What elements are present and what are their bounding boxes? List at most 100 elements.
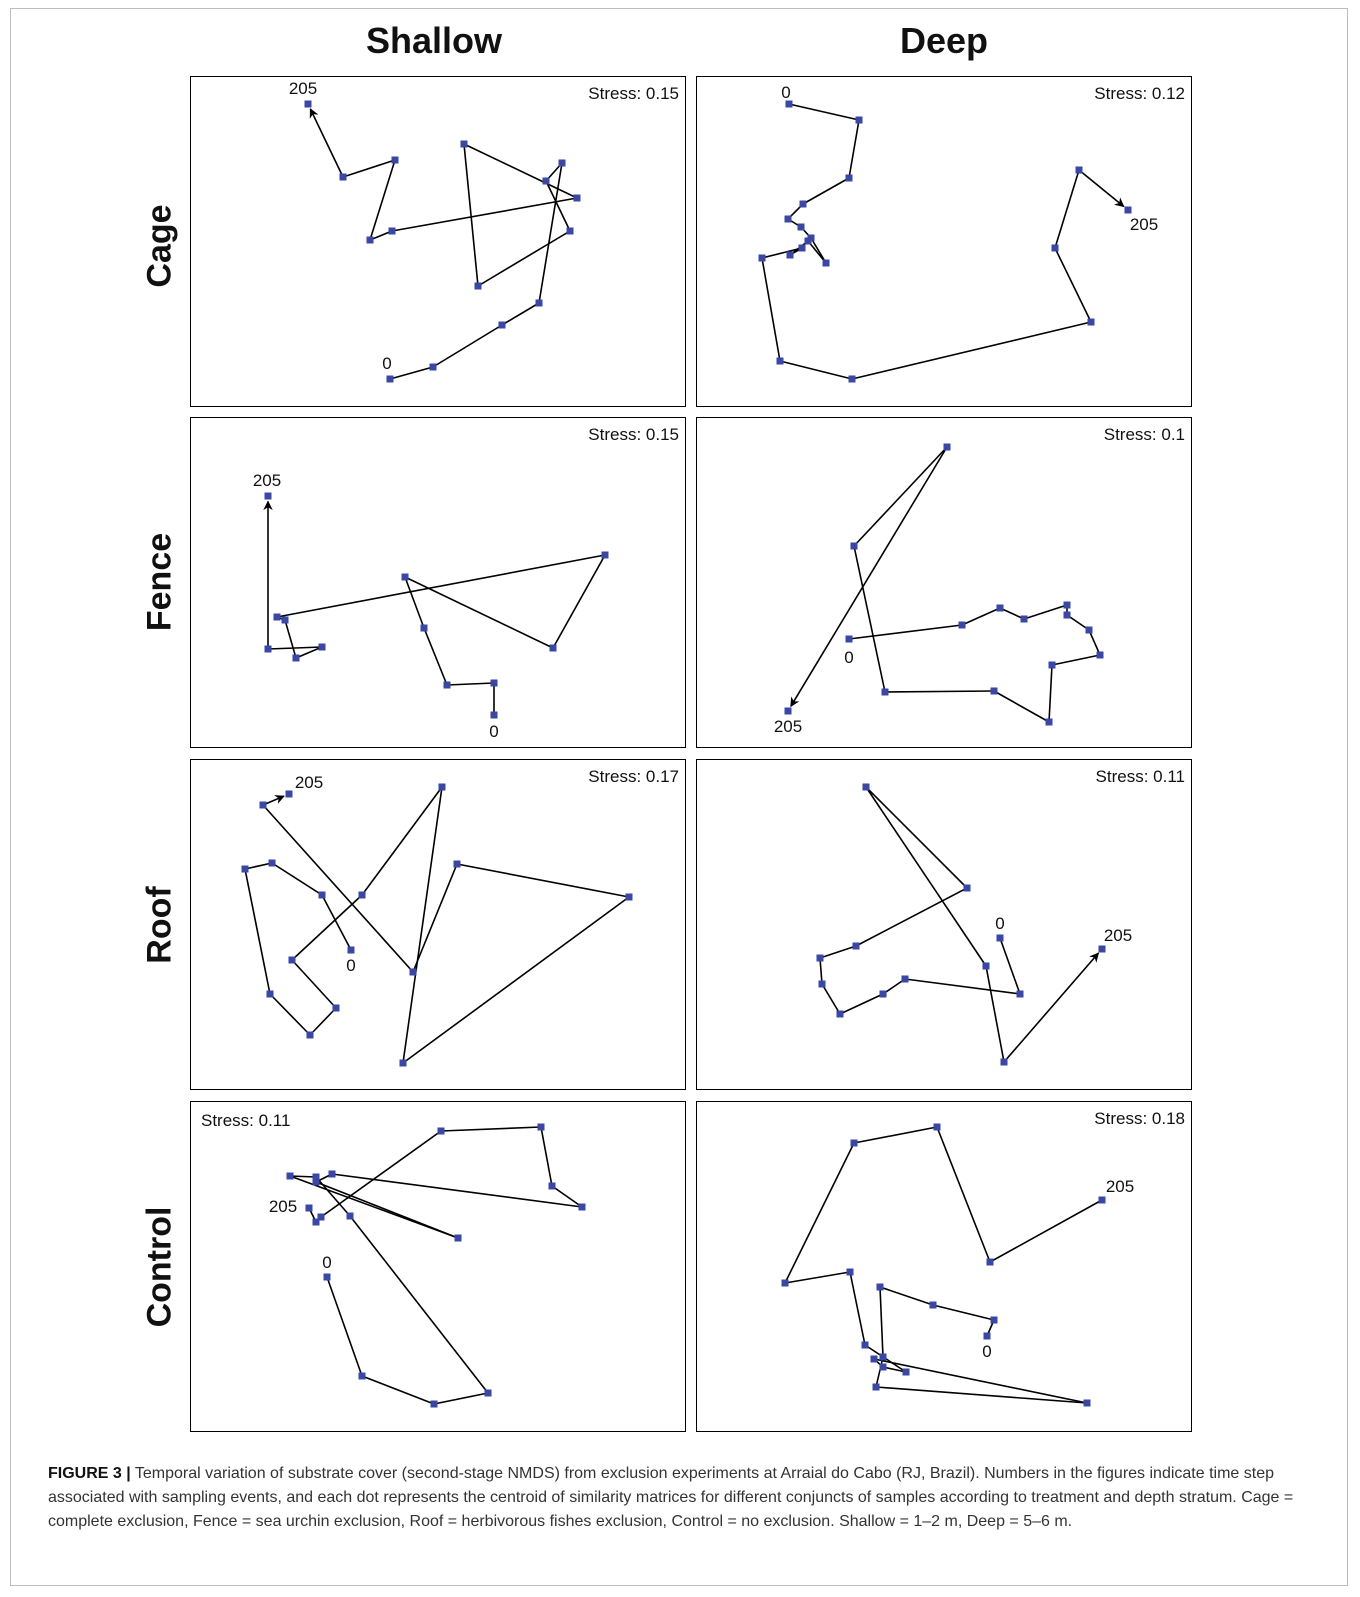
trajectory-segment <box>369 230 393 241</box>
centroid-point <box>437 1127 445 1135</box>
centroid-point <box>1124 206 1132 214</box>
centroid-point <box>318 891 326 899</box>
trajectory-segment <box>402 896 630 1064</box>
trajectory-segment <box>276 554 606 618</box>
trajectory-segment <box>321 894 352 951</box>
centroid-point <box>1087 318 1095 326</box>
centroid-point <box>1020 615 1028 623</box>
centroid-point <box>902 1368 910 1376</box>
trajectory-segment <box>879 1286 884 1358</box>
centroid-point <box>870 1355 878 1363</box>
trajectory-segment <box>552 554 606 649</box>
nmds-plot: 0 205 Stress: 0.15 <box>289 79 679 383</box>
trajectory-segment <box>819 957 823 985</box>
centroid-point <box>996 934 1004 942</box>
time-label-end: 205 <box>289 79 317 98</box>
trajectory-segment <box>446 682 495 686</box>
trajectory-segment <box>463 143 578 199</box>
trajectory-segment <box>404 576 425 629</box>
panel-control-shallow: 0 205 Stress: 0.11 <box>190 1101 686 1432</box>
centroid-point <box>786 251 794 259</box>
trajectory-segment <box>821 983 841 1015</box>
trajectory-segment <box>433 1392 489 1405</box>
centroid-point <box>358 1372 366 1380</box>
centroid-point <box>850 1139 858 1147</box>
trajectory-segment <box>855 887 968 947</box>
centroid-point <box>845 174 853 182</box>
trajectory-segment <box>851 321 1092 380</box>
centroid-point <box>453 860 461 868</box>
trajectory-segment <box>244 862 273 870</box>
centroid-point <box>241 865 249 873</box>
trajectory-segment <box>1003 952 1100 1063</box>
centroid-point <box>347 946 355 954</box>
centroid-point <box>312 1178 320 1186</box>
centroid-point <box>784 215 792 223</box>
centroid-point <box>901 975 909 983</box>
trajectory-segment <box>412 863 458 973</box>
centroid-point <box>996 604 1004 612</box>
panel-control-deep: 0 205 Stress: 0.18 <box>696 1101 1192 1432</box>
centroid-point <box>318 643 326 651</box>
time-label-start: 0 <box>982 1342 991 1361</box>
trajectory-segment <box>936 1126 991 1263</box>
trajectory-segment <box>291 894 363 961</box>
centroid-point <box>872 1383 880 1391</box>
centroid-point <box>982 962 990 970</box>
centroid-point <box>1075 166 1083 174</box>
centroid-point <box>358 891 366 899</box>
trajectory-segment <box>309 108 344 178</box>
time-label-end: 205 <box>1104 926 1132 945</box>
centroid-point <box>474 282 482 290</box>
trajectory-segment <box>423 627 448 686</box>
centroid-point <box>535 299 543 307</box>
centroid-point <box>990 687 998 695</box>
trajectory-segment <box>839 993 884 1015</box>
centroid-point <box>943 443 951 451</box>
centroid-point <box>401 573 409 581</box>
stress-label: Stress: 0.18 <box>1094 1109 1185 1128</box>
trajectory-segment <box>961 607 1001 626</box>
trajectory-segment <box>875 1356 884 1388</box>
centroid-point <box>1098 945 1106 953</box>
trajectory-segment <box>369 159 396 241</box>
centroid-point <box>391 156 399 164</box>
centroid-point <box>305 1204 313 1212</box>
trajectory-segment <box>1088 629 1101 656</box>
centroid-point <box>798 244 806 252</box>
trajectory-segment <box>882 978 906 995</box>
trajectory-segment <box>326 1276 363 1377</box>
column-title-shallow: Shallow <box>365 20 503 61</box>
time-label-end: 205 <box>295 773 323 792</box>
centroid-point <box>862 783 870 791</box>
centroid-point <box>963 884 971 892</box>
trajectory-segment <box>540 1126 553 1187</box>
centroid-point <box>323 1273 331 1281</box>
centroid-point <box>259 801 267 809</box>
trajectory-segment <box>790 446 948 708</box>
figure-frame <box>10 8 1348 1586</box>
stress-label: Stress: 0.1 <box>1104 425 1185 444</box>
trajectory-segment <box>1078 169 1125 208</box>
stress-label: Stress: 0.15 <box>588 84 679 103</box>
time-label-start: 0 <box>489 722 498 741</box>
centroid-point <box>1063 611 1071 619</box>
centroid-point <box>346 1212 354 1220</box>
nmds-plot: 0 205 Stress: 0.12 <box>758 83 1185 383</box>
trajectory-segment <box>1066 614 1090 631</box>
trajectory-segment <box>269 993 311 1036</box>
trajectory-segment <box>463 143 479 287</box>
centroid-point <box>1000 1058 1008 1066</box>
centroid-point <box>848 375 856 383</box>
centroid-point <box>881 688 889 696</box>
trajectory-segment <box>551 1185 583 1208</box>
caption-text: Temporal variation of substrate cover (s… <box>48 1465 1294 1530</box>
trajectory-segment <box>501 302 540 326</box>
centroid-point <box>388 227 396 235</box>
trajectory-segment <box>440 1126 542 1132</box>
trajectory-segment <box>848 119 860 179</box>
time-label-start: 0 <box>322 1253 331 1272</box>
trajectory-segment <box>477 230 571 287</box>
centroid-point <box>1063 601 1071 609</box>
centroid-point <box>1048 661 1056 669</box>
